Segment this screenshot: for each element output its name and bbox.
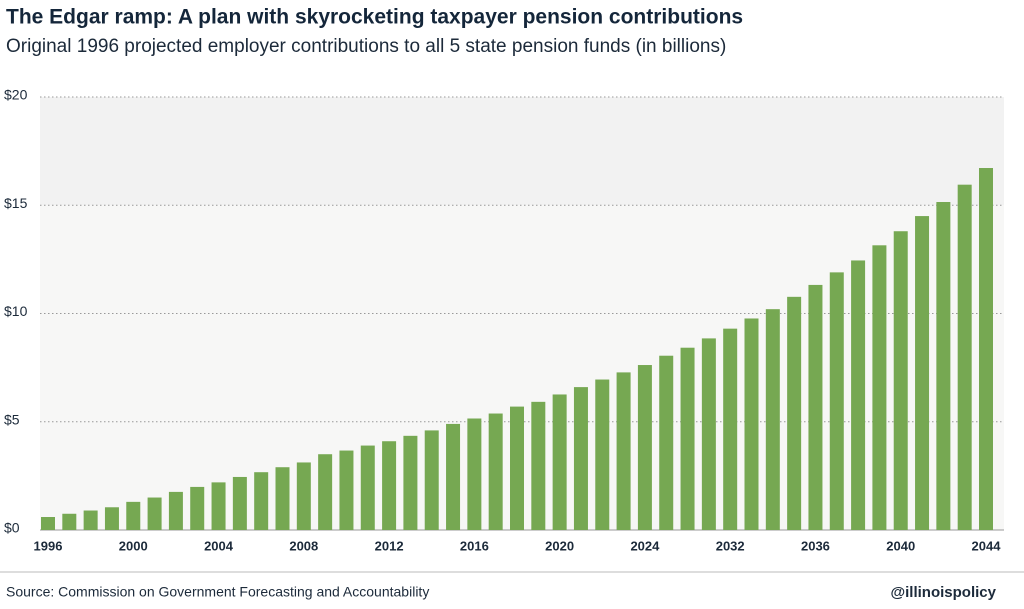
bar [296,462,311,530]
bar [83,510,98,530]
chart-title: The Edgar ramp: A plan with skyrocketing… [6,6,743,29]
bar [765,309,780,530]
bar [62,513,77,530]
x-tick-label: 1996 [34,538,63,553]
bar [829,272,844,530]
bar [446,423,461,530]
bar [104,507,119,530]
bar [851,260,866,530]
bar [744,318,759,530]
bar [893,231,908,531]
bar [552,394,567,530]
bar [382,441,397,530]
bar [659,355,674,530]
plot-band [40,97,1004,205]
y-tick-label: $10 [4,303,28,319]
bar [616,372,631,530]
bar [979,168,993,530]
bar [787,296,802,530]
bar [254,472,269,530]
y-tick-label: $0 [4,520,20,536]
x-tick-label: 2020 [545,538,574,553]
bar [424,430,439,530]
bar [595,379,610,530]
y-tick-label: $15 [4,195,28,211]
bar [275,467,290,530]
x-tick-label: 2012 [375,538,404,553]
x-tick-label: 2036 [801,538,830,553]
y-tick-label: $5 [4,411,20,427]
bar [915,216,930,530]
bar [510,406,524,530]
x-tick-label: 2008 [289,538,318,553]
x-tick-label: 2016 [460,538,489,553]
x-tick-label: 2024 [630,538,660,553]
chart-subtitle: Original 1996 projected employer contrib… [6,36,726,57]
bar [147,497,162,530]
x-tick-label: 2040 [886,538,915,553]
credit: @illinoispolicy [891,584,997,601]
bar [190,486,205,530]
bar [573,387,588,530]
bar [168,491,183,530]
bar [701,338,716,530]
bar [957,184,972,530]
bar [339,450,354,530]
x-tick-label: 2000 [119,538,148,553]
x-tick-label: 2044 [972,538,1002,553]
bar [637,365,652,530]
bar [488,413,503,530]
bar [318,454,333,530]
bar [211,482,226,530]
bar [808,284,823,530]
bar [403,435,418,530]
source: Source: Commission on Government Forecas… [6,584,429,600]
x-tick-label: 2032 [716,538,745,553]
bar [872,245,887,531]
bar [360,445,375,530]
bar [936,202,951,530]
bar [680,347,695,530]
bar [41,517,55,530]
bar [126,501,141,530]
bar [467,418,482,530]
bar [232,476,247,530]
bar [531,401,546,530]
x-tick-label: 2004 [204,538,234,553]
bar [723,328,738,530]
y-tick-label: $20 [4,87,28,103]
